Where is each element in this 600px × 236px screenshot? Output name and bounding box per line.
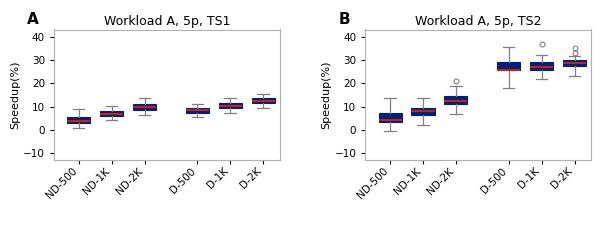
PathPatch shape bbox=[445, 96, 467, 104]
PathPatch shape bbox=[379, 113, 401, 122]
Text: A: A bbox=[27, 12, 38, 27]
Y-axis label: Speedup(%): Speedup(%) bbox=[322, 61, 332, 129]
Title: Workload A, 5p, TS2: Workload A, 5p, TS2 bbox=[415, 15, 541, 28]
Text: B: B bbox=[338, 12, 350, 27]
PathPatch shape bbox=[497, 62, 520, 70]
PathPatch shape bbox=[67, 117, 90, 123]
PathPatch shape bbox=[186, 108, 209, 113]
PathPatch shape bbox=[412, 108, 434, 115]
PathPatch shape bbox=[563, 60, 586, 66]
PathPatch shape bbox=[530, 62, 553, 70]
PathPatch shape bbox=[100, 111, 123, 116]
PathPatch shape bbox=[251, 98, 275, 103]
PathPatch shape bbox=[133, 104, 156, 110]
PathPatch shape bbox=[218, 103, 242, 108]
Y-axis label: Speedup(%): Speedup(%) bbox=[10, 61, 20, 129]
Title: Workload A, 5p, TS1: Workload A, 5p, TS1 bbox=[104, 15, 230, 28]
